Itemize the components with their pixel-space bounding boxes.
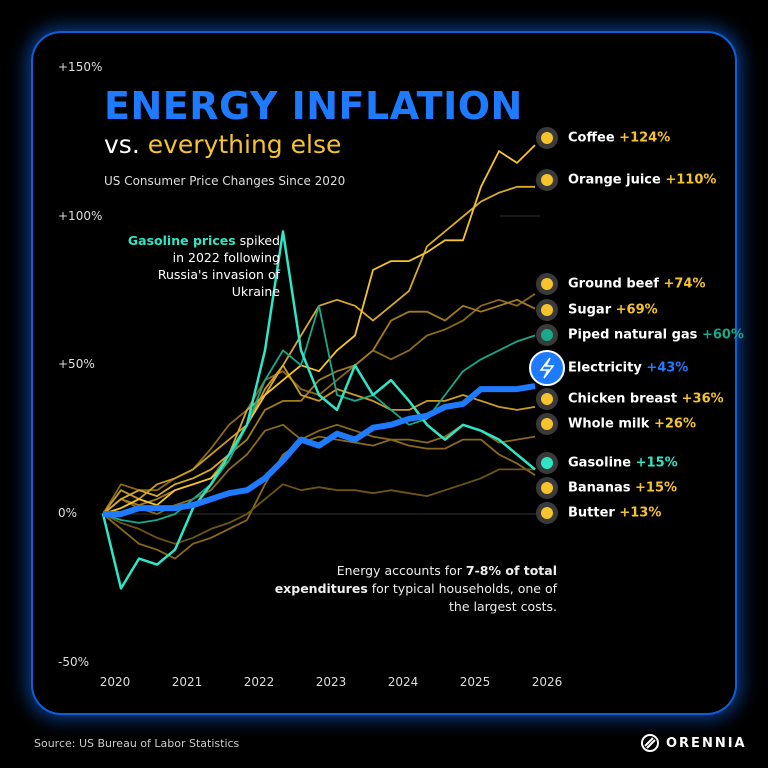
icon-glyph — [541, 457, 553, 469]
label-name: Orange juice — [568, 172, 661, 188]
orennia-logo-icon — [641, 734, 659, 752]
icon-glyph — [541, 507, 553, 519]
label-value: +15% — [635, 455, 678, 471]
series-butter — [102, 435, 536, 560]
label-name: Bananas — [568, 480, 631, 496]
series-whole-milk — [102, 423, 536, 515]
y-tick-label: +100% — [58, 208, 103, 223]
x-tick-label: 2024 — [387, 675, 419, 689]
label-value: +74% — [663, 276, 706, 292]
label-name: Whole milk — [568, 416, 650, 432]
label-value: +36% — [681, 391, 724, 407]
x-tick-label: 2025 — [459, 675, 491, 689]
series-end-label: Piped natural gas +60% — [568, 328, 744, 343]
y-tick-label: 0% — [58, 506, 78, 520]
gasoline-annotation: Gasoline prices spiked in 2022 following… — [120, 232, 280, 300]
brand-logo: ORENNIA — [640, 733, 747, 753]
energy-note: Energy accounts for 7-8% of total expend… — [270, 562, 557, 616]
chart-panel — [33, 33, 735, 713]
label-name: Coffee — [568, 130, 615, 146]
label-name: Ground beef — [568, 276, 659, 292]
label-name: Sugar — [568, 302, 612, 318]
icon-glyph — [541, 304, 553, 316]
series-end-label: Butter +13% — [568, 506, 661, 521]
label-value: +60% — [701, 327, 744, 343]
y-tick-label: +150% — [58, 59, 103, 74]
series-end-label: Chicken breast +36% — [568, 392, 724, 407]
chart-title: ENERGY INFLATION — [104, 84, 523, 128]
x-tick-label: 2022 — [243, 675, 275, 689]
source-text: Source: US Bureau of Labor Statistics — [34, 737, 240, 750]
series-chicken-breast — [102, 364, 536, 515]
icon-glyph — [541, 174, 553, 186]
series-end-label: Electricity +43% — [568, 361, 688, 376]
series-electricity — [103, 383, 536, 517]
series-piped-natural-gas — [102, 304, 536, 524]
x-tick-label: 2021 — [171, 675, 203, 689]
icon-glyph — [541, 132, 553, 144]
annotation-text: spiked in 2022 following Russia's invasi… — [157, 233, 280, 299]
label-value: +124% — [619, 130, 671, 146]
icon-glyph — [541, 418, 553, 430]
series-coffee — [102, 144, 536, 515]
series-gasoline — [101, 230, 536, 590]
label-name: Chicken breast — [568, 391, 678, 407]
label-name: Gasoline — [568, 455, 632, 471]
y-tick-label: -50% — [58, 654, 90, 669]
label-name: Butter — [568, 505, 615, 521]
icon-glyph — [541, 393, 553, 405]
x-tick-label: 2026 — [531, 675, 563, 689]
label-value: +13% — [619, 505, 662, 521]
series-bananas — [102, 468, 535, 545]
label-value: +69% — [615, 302, 658, 318]
label-name: Electricity — [568, 360, 642, 376]
series-end-label: Sugar +69% — [568, 303, 658, 318]
chart-subtitle: vs. everything else — [104, 130, 341, 159]
icon-glyph — [541, 329, 553, 341]
chart-caption: US Consumer Price Changes Since 2020 — [104, 174, 346, 188]
label-name: Piped natural gas — [568, 327, 698, 343]
icon-glyph — [541, 278, 553, 290]
series-end-label: Ground beef +74% — [568, 277, 706, 292]
annotation-highlight: Gasoline prices — [127, 233, 236, 248]
note-pre: Energy accounts for — [336, 563, 466, 578]
lightning-glyph — [539, 357, 555, 379]
note-post: for typical households, one of the large… — [367, 581, 557, 614]
brand-name: ORENNIA — [666, 735, 747, 751]
subtitle-vs: vs. — [104, 130, 140, 159]
label-value: +43% — [646, 360, 689, 376]
y-tick-label: +50% — [58, 357, 95, 372]
series-end-label: Whole milk +26% — [568, 417, 696, 432]
series-end-label: Coffee +124% — [568, 131, 670, 146]
series-end-label: Gasoline +15% — [568, 456, 678, 471]
subtitle-rest: everything else — [147, 130, 342, 159]
icon-glyph — [541, 482, 553, 494]
label-value: +15% — [635, 480, 678, 496]
lightning-icon — [529, 350, 565, 386]
series-end-label: Orange juice +110% — [568, 173, 716, 188]
x-tick-label: 2023 — [315, 675, 347, 689]
note-bold: 7-8% of total expenditures — [274, 563, 557, 596]
label-value: +26% — [653, 416, 696, 432]
label-value: +110% — [665, 172, 717, 188]
series-end-label: Bananas +15% — [568, 481, 677, 496]
x-tick-label: 2020 — [99, 675, 131, 689]
